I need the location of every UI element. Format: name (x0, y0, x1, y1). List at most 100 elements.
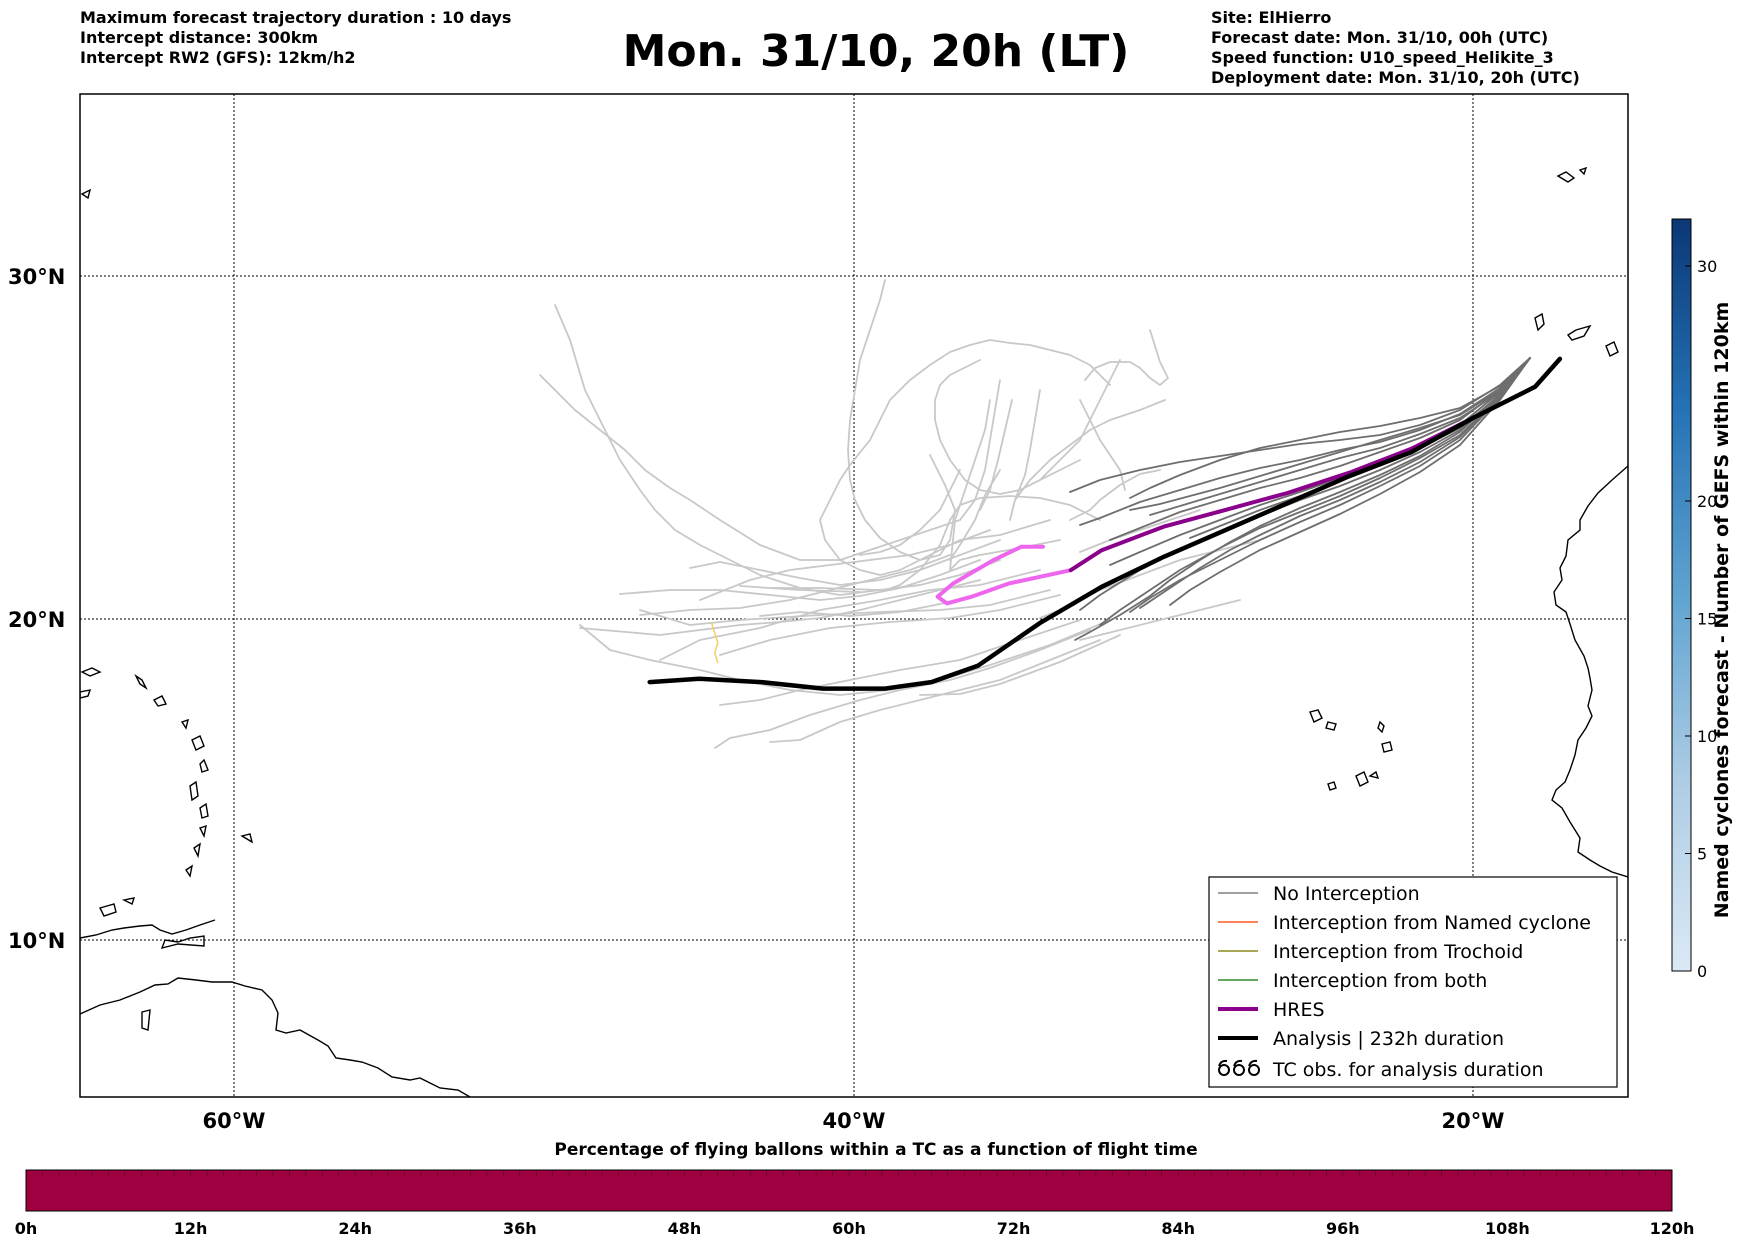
ensemble-trajectory-light (859, 469, 961, 556)
ensemble-trajectory-light (1084, 329, 1169, 386)
ensemble-trajectory-light (1079, 599, 1241, 641)
flight-time-tick-label: 108h (1485, 1219, 1530, 1238)
ensemble-trajectory-light (1014, 389, 1041, 501)
page-title: Mon. 31/10, 20h (LT) (622, 26, 1130, 77)
ensemble-trajectory-light (639, 589, 1051, 626)
flight-time-tick-label: 96h (1326, 1219, 1360, 1238)
ensemble-trajectory-dark (1109, 357, 1531, 541)
ensemble-trajectory-light (949, 399, 1061, 571)
cape-verde-island-5 (1355, 771, 1369, 787)
lat-label-10n: 10°N (8, 929, 65, 953)
antilles-island-15 (121, 897, 136, 905)
legend-label-trochoid: Interception from Trochoid (1273, 941, 1523, 963)
antilles-island-11 (193, 842, 201, 859)
flight-time-tick-label: 12h (174, 1219, 208, 1238)
ensemble-trajectory-light (847, 279, 956, 561)
forecast-date-text: Forecast date: Mon. 31/10, 00h (UTC) (1211, 28, 1549, 47)
lat-label-30n: 30°N (8, 265, 65, 289)
ensemble-trajectory-dark (1129, 357, 1531, 613)
tc-segment-trajectory (935, 544, 1073, 606)
lon-label-60w: 60°W (203, 1109, 266, 1133)
ensemble-trajectory-dark (1109, 357, 1531, 566)
cape-verde-island-2 (1325, 721, 1337, 731)
ensemble-trajectory-light (919, 634, 1121, 696)
legend-label-analysis: Analysis | 232h duration (1273, 1028, 1504, 1050)
flight-time-bar: 0h 12h 24h 36h 48h 60h 72h 84h 96h 108h 120h (15, 1169, 1695, 1238)
antilles-island-16 (141, 1009, 151, 1031)
ensemble-trajectory-light (979, 399, 1013, 511)
ensemble-trajectory-light (579, 579, 981, 636)
ensemble-trajectory-dark (1149, 357, 1531, 516)
ensemble-trajectory-light (1069, 469, 1161, 521)
header-right: Site: ElHierro Forecast date: Mon. 31/10… (1211, 8, 1580, 88)
yellow-trajectory (710, 622, 719, 664)
flight-time-tick-label: 24h (338, 1219, 372, 1238)
flight-time-bar-fill (25, 1169, 1673, 1212)
antilles-island-3 (134, 673, 148, 691)
flight-time-bar-title: Percentage of flying ballons within a TC… (554, 1140, 1198, 1160)
legend: No Interception Interception from Named … (1208, 876, 1618, 1088)
ensemble-trajectory-light (579, 619, 1111, 696)
antilles-island-10 (199, 824, 207, 839)
speed-function-text: Speed function: U10_speed_Helikite_3 (1211, 48, 1554, 67)
antilles-island-17 (80, 188, 92, 200)
colorbar-right-tick-label: 15 (1697, 610, 1717, 629)
legend-label-tc-obs: TC obs. for analysis duration (1272, 1059, 1544, 1081)
trajectory-layer (539, 279, 1563, 749)
africa-coastline (1551, 465, 1628, 878)
tc-symbol-icon (1218, 1059, 1260, 1076)
ensemble-trajectory-dark (1074, 357, 1531, 641)
ensemble-trajectory-dark (1129, 357, 1531, 499)
ensemble-trajectory-light (539, 374, 961, 561)
ensemble-trajectory-light (639, 554, 951, 616)
colorbar-right-tick-label: 10 (1697, 727, 1717, 746)
azores-island-2 (1578, 166, 1588, 176)
colorbar-right-label: Named cyclones forecast - Number of GEFS… (1711, 301, 1733, 919)
cape-verde-island-4 (1381, 741, 1393, 753)
ensemble-trajectory-light (619, 559, 981, 601)
ensemble-trajectory-light (819, 339, 1111, 576)
ensemble-trajectory-dark (1069, 357, 1531, 493)
ensemble-trajectory-light (1009, 399, 1166, 521)
ensemble-trajectory-light (769, 639, 1101, 743)
flight-time-tick-label: 60h (832, 1219, 866, 1238)
trajectory-duration-text: Maximum forecast trajectory duration : 1… (80, 8, 512, 27)
map-gridlines (80, 94, 1628, 1097)
ensemble-trajectory-light (934, 359, 1081, 495)
cape-verde-island-6 (1368, 770, 1380, 779)
colorbar-right-tick-label: 5 (1697, 845, 1707, 864)
ensemble-trajectory-light (719, 594, 1061, 656)
flight-time-tick-label: 36h (503, 1219, 537, 1238)
ensemble-trajectory-light (769, 584, 921, 591)
flight-time-tick-label: 0h (15, 1219, 38, 1238)
venezuela-north-coast (80, 919, 216, 939)
lon-label-40w: 40°W (823, 1109, 886, 1133)
legend-label-both: Interception from both (1273, 970, 1487, 992)
ensemble-trajectory-light (1079, 509, 1201, 553)
canary-island-1 (1534, 312, 1545, 332)
ensemble-trajectory-light (959, 379, 1001, 521)
antilles-island-2 (80, 689, 92, 699)
antilles-island-9 (199, 802, 209, 819)
canary-island-2 (1566, 324, 1592, 341)
legend-box (1208, 876, 1618, 1088)
antilles-island-7 (199, 758, 209, 773)
flight-time-bar-minor-ticks (42, 1170, 1656, 1176)
coastlines (80, 166, 1628, 1097)
antilles-island-1 (80, 667, 102, 677)
ensemble-trajectory-dark (1169, 357, 1531, 606)
trinidad-coastline (160, 935, 205, 950)
lon-label-20w: 20°W (1442, 1109, 1505, 1133)
flight-time-tick-label: 120h (1650, 1219, 1695, 1238)
legend-label-hres: HRES (1273, 999, 1325, 1021)
azores-island-1 (1556, 171, 1576, 183)
legend-label-no-interception: No Interception (1273, 883, 1420, 905)
south-america-coastline (80, 977, 471, 1097)
colorbar-right-bar (1671, 218, 1692, 972)
antilles-island-5 (180, 718, 189, 730)
colorbar-right-tick-label: 30 (1697, 257, 1717, 276)
cape-verde-island-3 (1377, 720, 1385, 734)
ensemble-trajectory-light (714, 629, 1091, 749)
flight-time-tick-label: 84h (1161, 1219, 1195, 1238)
